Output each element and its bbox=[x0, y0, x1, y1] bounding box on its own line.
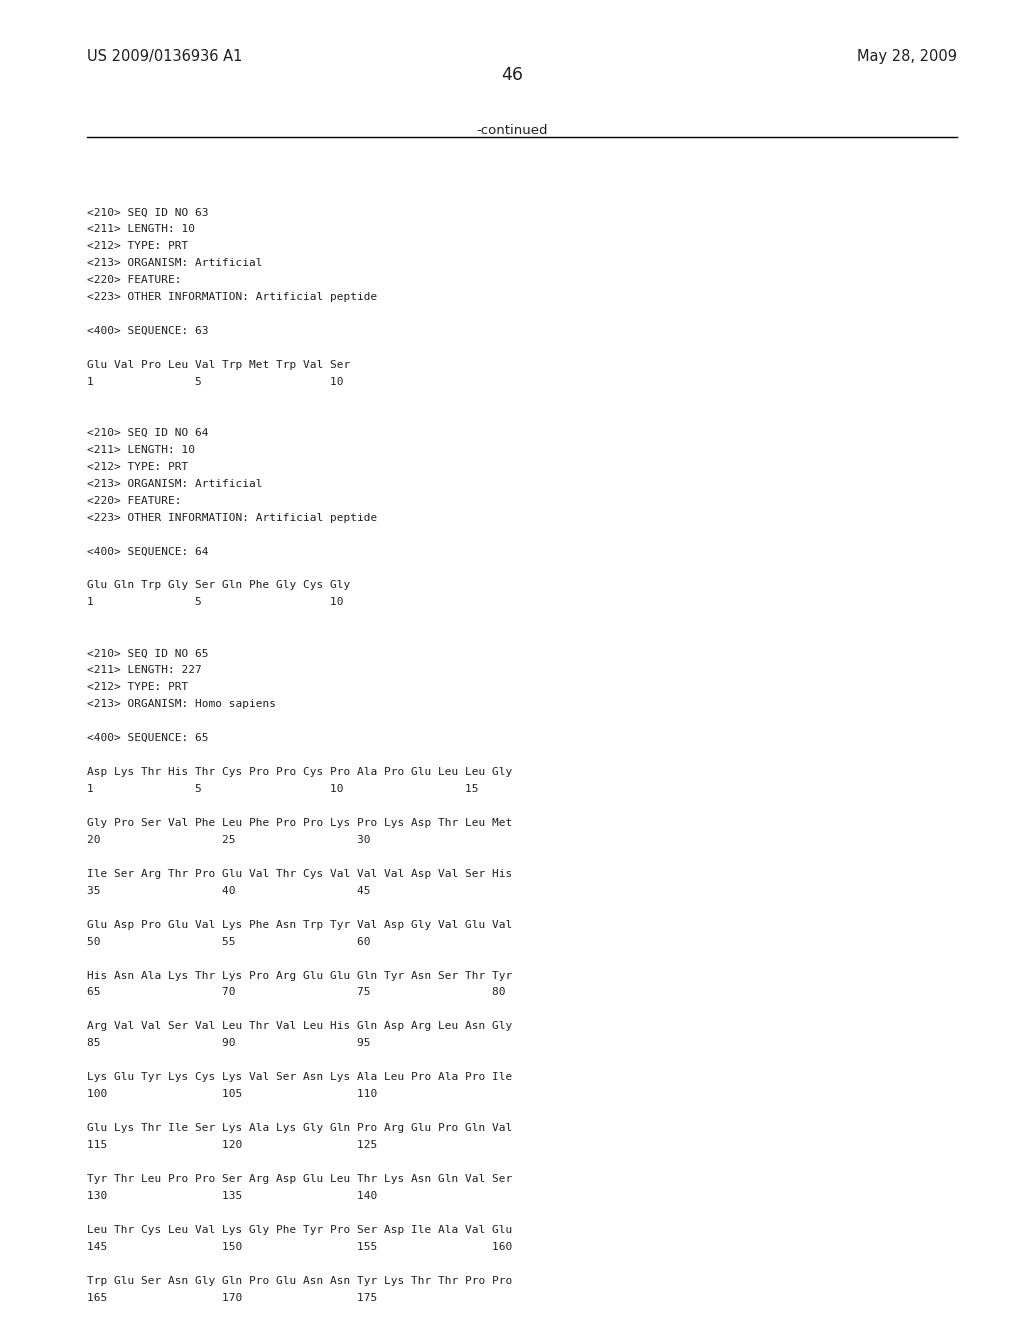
Text: 1               5                   10                  15: 1 5 10 15 bbox=[87, 784, 478, 793]
Text: <212> TYPE: PRT: <212> TYPE: PRT bbox=[87, 682, 188, 692]
Text: <212> TYPE: PRT: <212> TYPE: PRT bbox=[87, 462, 188, 471]
Text: <220> FEATURE:: <220> FEATURE: bbox=[87, 275, 181, 285]
Text: Trp Glu Ser Asn Gly Gln Pro Glu Asn Asn Tyr Lys Thr Thr Pro Pro: Trp Glu Ser Asn Gly Gln Pro Glu Asn Asn … bbox=[87, 1276, 512, 1286]
Text: 165                 170                 175: 165 170 175 bbox=[87, 1292, 377, 1303]
Text: Ile Ser Arg Thr Pro Glu Val Thr Cys Val Val Val Asp Val Ser His: Ile Ser Arg Thr Pro Glu Val Thr Cys Val … bbox=[87, 869, 512, 879]
Text: Glu Lys Thr Ile Ser Lys Ala Lys Gly Gln Pro Arg Glu Pro Gln Val: Glu Lys Thr Ile Ser Lys Ala Lys Gly Gln … bbox=[87, 1123, 512, 1133]
Text: His Asn Ala Lys Thr Lys Pro Arg Glu Glu Gln Tyr Asn Ser Thr Tyr: His Asn Ala Lys Thr Lys Pro Arg Glu Glu … bbox=[87, 970, 512, 981]
Text: <223> OTHER INFORMATION: Artificial peptide: <223> OTHER INFORMATION: Artificial pept… bbox=[87, 512, 377, 523]
Text: <211> LENGTH: 227: <211> LENGTH: 227 bbox=[87, 665, 202, 676]
Text: 85                  90                  95: 85 90 95 bbox=[87, 1039, 371, 1048]
Text: 35                  40                  45: 35 40 45 bbox=[87, 886, 371, 896]
Text: 115                 120                 125: 115 120 125 bbox=[87, 1140, 377, 1150]
Text: <213> ORGANISM: Artificial: <213> ORGANISM: Artificial bbox=[87, 259, 262, 268]
Text: Tyr Thr Leu Pro Pro Ser Arg Asp Glu Leu Thr Lys Asn Gln Val Ser: Tyr Thr Leu Pro Pro Ser Arg Asp Glu Leu … bbox=[87, 1173, 512, 1184]
Text: <220> FEATURE:: <220> FEATURE: bbox=[87, 495, 181, 506]
Text: <212> TYPE: PRT: <212> TYPE: PRT bbox=[87, 242, 188, 251]
Text: 65                  70                  75                  80: 65 70 75 80 bbox=[87, 987, 506, 998]
Text: <210> SEQ ID NO 64: <210> SEQ ID NO 64 bbox=[87, 428, 209, 438]
Text: Leu Thr Cys Leu Val Lys Gly Phe Tyr Pro Ser Asp Ile Ala Val Glu: Leu Thr Cys Leu Val Lys Gly Phe Tyr Pro … bbox=[87, 1225, 512, 1236]
Text: May 28, 2009: May 28, 2009 bbox=[857, 49, 957, 63]
Text: <400> SEQUENCE: 63: <400> SEQUENCE: 63 bbox=[87, 326, 209, 337]
Text: -continued: -continued bbox=[476, 124, 548, 137]
Text: <211> LENGTH: 10: <211> LENGTH: 10 bbox=[87, 224, 195, 234]
Text: Gly Pro Ser Val Phe Leu Phe Pro Pro Lys Pro Lys Asp Thr Leu Met: Gly Pro Ser Val Phe Leu Phe Pro Pro Lys … bbox=[87, 818, 512, 828]
Text: US 2009/0136936 A1: US 2009/0136936 A1 bbox=[87, 49, 243, 63]
Text: <210> SEQ ID NO 65: <210> SEQ ID NO 65 bbox=[87, 648, 209, 659]
Text: 20                  25                  30: 20 25 30 bbox=[87, 834, 371, 845]
Text: 130                 135                 140: 130 135 140 bbox=[87, 1191, 377, 1201]
Text: Asp Lys Thr His Thr Cys Pro Pro Cys Pro Ala Pro Glu Leu Leu Gly: Asp Lys Thr His Thr Cys Pro Pro Cys Pro … bbox=[87, 767, 512, 777]
Text: 50                  55                  60: 50 55 60 bbox=[87, 937, 371, 946]
Text: Glu Asp Pro Glu Val Lys Phe Asn Trp Tyr Val Asp Gly Val Glu Val: Glu Asp Pro Glu Val Lys Phe Asn Trp Tyr … bbox=[87, 920, 512, 929]
Text: 1               5                   10: 1 5 10 bbox=[87, 378, 343, 387]
Text: <211> LENGTH: 10: <211> LENGTH: 10 bbox=[87, 445, 195, 454]
Text: Arg Val Val Ser Val Leu Thr Val Leu His Gln Asp Arg Leu Asn Gly: Arg Val Val Ser Val Leu Thr Val Leu His … bbox=[87, 1022, 512, 1031]
Text: <223> OTHER INFORMATION: Artificial peptide: <223> OTHER INFORMATION: Artificial pept… bbox=[87, 292, 377, 302]
Text: 46: 46 bbox=[501, 66, 523, 84]
Text: <210> SEQ ID NO 63: <210> SEQ ID NO 63 bbox=[87, 207, 209, 218]
Text: 145                 150                 155                 160: 145 150 155 160 bbox=[87, 1242, 512, 1251]
Text: 1               5                   10: 1 5 10 bbox=[87, 598, 343, 607]
Text: <213> ORGANISM: Artificial: <213> ORGANISM: Artificial bbox=[87, 479, 262, 488]
Text: 100                 105                 110: 100 105 110 bbox=[87, 1089, 377, 1100]
Text: Glu Gln Trp Gly Ser Gln Phe Gly Cys Gly: Glu Gln Trp Gly Ser Gln Phe Gly Cys Gly bbox=[87, 581, 350, 590]
Text: <400> SEQUENCE: 64: <400> SEQUENCE: 64 bbox=[87, 546, 209, 557]
Text: Lys Glu Tyr Lys Cys Lys Val Ser Asn Lys Ala Leu Pro Ala Pro Ile: Lys Glu Tyr Lys Cys Lys Val Ser Asn Lys … bbox=[87, 1072, 512, 1082]
Text: Glu Val Pro Leu Val Trp Met Trp Val Ser: Glu Val Pro Leu Val Trp Met Trp Val Ser bbox=[87, 360, 350, 370]
Text: <400> SEQUENCE: 65: <400> SEQUENCE: 65 bbox=[87, 733, 209, 743]
Text: <213> ORGANISM: Homo sapiens: <213> ORGANISM: Homo sapiens bbox=[87, 700, 276, 709]
